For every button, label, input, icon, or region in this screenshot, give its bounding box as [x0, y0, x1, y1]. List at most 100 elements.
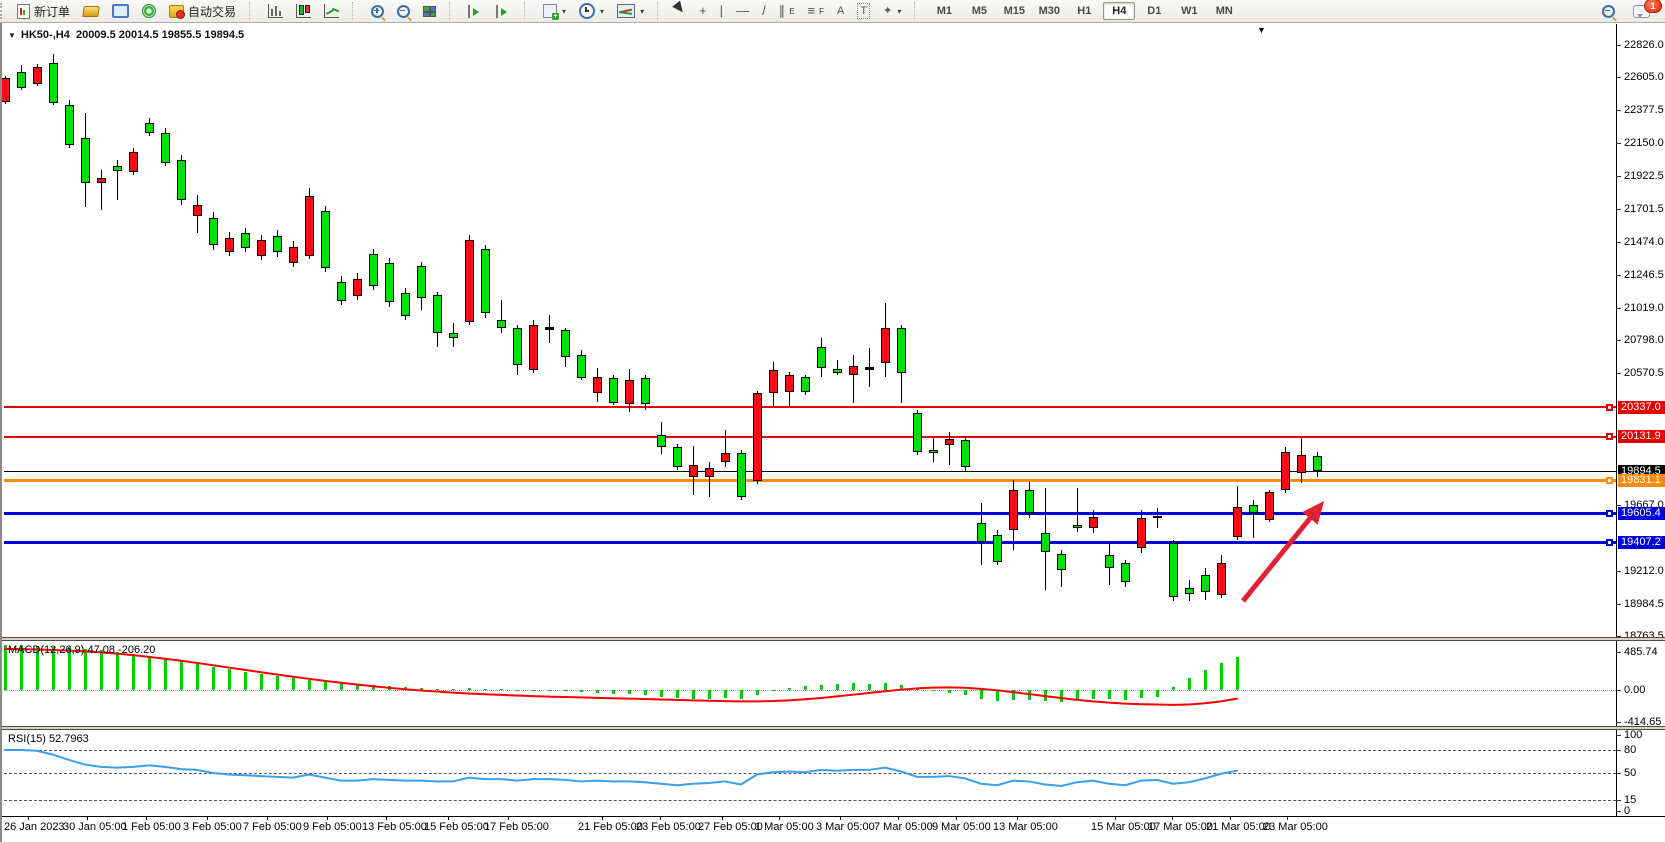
zoom-out-button[interactable] — [392, 3, 415, 21]
candle-wick — [933, 437, 934, 462]
channel-icon: ∥ — [778, 3, 786, 18]
candle — [929, 450, 938, 453]
zoom-in-button[interactable] — [366, 3, 389, 21]
candle-wick — [1157, 508, 1158, 529]
auto-trading-button[interactable]: 自动交易 — [164, 1, 241, 22]
price-level-line[interactable] — [4, 471, 1616, 473]
price-axis-label: 21019.0 — [1624, 301, 1664, 314]
price-level-line[interactable] — [4, 406, 1616, 409]
date-axis-label: 15 Mar 05:00 — [1091, 821, 1156, 833]
price-axis-border — [1616, 24, 1617, 816]
macd-histogram-bar — [1044, 690, 1047, 701]
candle — [609, 378, 618, 404]
crosshair-tool-button[interactable]: + — [694, 2, 712, 20]
search-button[interactable] — [1597, 3, 1620, 21]
line-anchor-handle[interactable] — [1606, 538, 1613, 546]
candle — [177, 159, 186, 201]
text-tool-button[interactable]: A — [832, 2, 849, 20]
horizontal-line-tool-button[interactable]: — — [731, 2, 754, 20]
macd-histogram-bar — [852, 683, 855, 690]
date-axis-tick — [508, 817, 509, 820]
candle — [1041, 532, 1050, 553]
market-watch-button[interactable] — [78, 4, 104, 19]
line-anchor-handle[interactable] — [1606, 433, 1613, 441]
notifications-button[interactable]: 1 — [1628, 0, 1662, 20]
candle — [401, 293, 410, 317]
chart-title-collapse-icon[interactable]: ▼ — [8, 31, 16, 40]
macd-histogram-bar — [324, 681, 327, 690]
signal-icon — [142, 4, 157, 18]
cursor-icon — [672, 0, 690, 20]
arrows-tool-button[interactable]: ✦ ▾ — [878, 2, 906, 20]
macd-histogram-bar — [756, 690, 759, 695]
candle — [913, 412, 922, 452]
candle-wick — [709, 461, 710, 498]
price-axis-tick — [1616, 45, 1621, 46]
timeframe-button-h4[interactable]: H4 — [1103, 2, 1136, 20]
new-order-button[interactable]: 新订单 — [12, 1, 75, 22]
fibonacci-tool-button[interactable]: ≡ F — [803, 2, 829, 20]
macd-zero-line — [4, 690, 1616, 691]
templates-button[interactable]: ▾ — [612, 2, 649, 20]
rsi-axis-label: 0 — [1624, 805, 1631, 818]
cursor-tool-button[interactable] — [671, 0, 691, 20]
toolbar-separator — [352, 2, 358, 20]
candle — [65, 104, 74, 145]
candle — [49, 63, 58, 104]
price-level-line[interactable] — [4, 512, 1616, 516]
price-axis-tick — [1616, 143, 1621, 145]
timeframe-button-d1[interactable]: D1 — [1147, 5, 1162, 17]
macd-histogram-bar — [436, 688, 439, 690]
date-axis-label: 3 Feb 05:00 — [183, 821, 242, 833]
timeframe-button-m1[interactable]: M1 — [936, 5, 952, 17]
line-chart-mode-button[interactable] — [319, 2, 344, 20]
line-anchor-handle[interactable] — [1606, 403, 1613, 411]
price-level-line[interactable] — [4, 435, 1616, 438]
auto-scroll-button[interactable] — [463, 3, 488, 20]
date-axis-tick — [386, 817, 387, 820]
toolbar-grip[interactable] — [0, 3, 6, 19]
candle — [225, 237, 234, 252]
macd-histogram-bar — [900, 684, 903, 690]
panel-separator[interactable] — [0, 637, 1665, 641]
price-level-line[interactable] — [4, 540, 1616, 544]
new-chart-button[interactable]: + ▾ — [538, 2, 571, 20]
trendline-tool-button[interactable]: / — [757, 2, 771, 20]
chart-shift-button[interactable] — [491, 3, 516, 20]
candlestick-mode-button[interactable] — [291, 2, 316, 20]
bar-chart-mode-button[interactable] — [263, 2, 288, 20]
macd-histogram-bar — [628, 690, 631, 695]
timeframe-button-m15[interactable]: M15 — [1003, 5, 1026, 17]
vertical-line-tool-button[interactable]: | — [715, 2, 728, 20]
candle — [721, 452, 730, 462]
tile-windows-button[interactable] — [418, 4, 441, 19]
price-level-line[interactable] — [4, 479, 1616, 483]
timeframe-button-w1[interactable]: W1 — [1181, 5, 1198, 17]
rsi-axis-label: 50 — [1624, 767, 1637, 779]
price-level-badge: 19605.4 — [1618, 507, 1665, 521]
timeframe-button-h1[interactable]: H1 — [1077, 5, 1092, 17]
channel-tool-button[interactable]: ∥ E — [774, 2, 800, 20]
macd-histogram-bar — [996, 690, 999, 701]
macd-histogram-bar — [708, 690, 711, 699]
signals-button[interactable] — [137, 2, 161, 20]
timeframe-button-mn[interactable]: MN — [1215, 5, 1233, 17]
chart-title: ▼ HK50-,H4 20009.5 20014.5 19855.5 19894.… — [8, 29, 244, 41]
candle — [705, 467, 714, 477]
candle — [1057, 554, 1066, 570]
line-anchor-handle[interactable] — [1606, 510, 1613, 518]
panel-separator[interactable] — [0, 726, 1665, 730]
date-axis-label: 21 Feb 05:00 — [578, 821, 643, 833]
price-axis-label: 22826.0 — [1624, 39, 1664, 51]
timeframe-button-m30[interactable]: M30 — [1038, 5, 1061, 17]
timeframe-button-m5[interactable]: M5 — [971, 5, 987, 17]
periods-button[interactable]: ▾ — [574, 1, 609, 21]
candle — [561, 330, 570, 358]
text-label-tool-button[interactable]: T — [852, 1, 875, 21]
date-axis-label: 7 Mar 05:00 — [874, 821, 933, 833]
macd-axis-label: -414.65 — [1624, 716, 1662, 729]
line-anchor-handle[interactable] — [1606, 477, 1613, 485]
terminal-button[interactable] — [107, 2, 134, 20]
